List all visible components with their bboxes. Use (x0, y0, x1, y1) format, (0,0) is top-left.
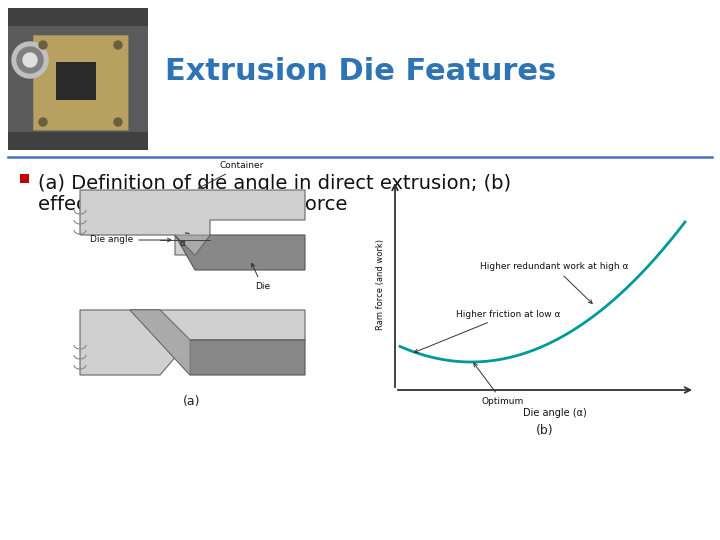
Bar (8, 8, 148, 150)
Circle shape (39, 41, 47, 49)
Polygon shape (175, 235, 210, 255)
Circle shape (12, 42, 48, 78)
Polygon shape (130, 310, 305, 375)
Text: α: α (179, 240, 185, 248)
Text: (a): (a) (184, 395, 201, 408)
Polygon shape (130, 310, 190, 375)
Bar (8, 8, 148, 26)
Bar (33, 35, 128, 130)
Bar (20, 174, 29, 183)
Polygon shape (80, 310, 305, 375)
Text: Container: Container (199, 161, 264, 188)
Circle shape (114, 41, 122, 49)
Text: Extrusion Die Features: Extrusion Die Features (165, 57, 557, 86)
Text: Die: Die (251, 264, 270, 291)
Circle shape (23, 53, 37, 67)
Text: Optimum: Optimum (474, 363, 523, 406)
Text: (a) Definition of die angle in direct extrusion; (b): (a) Definition of die angle in direct ex… (38, 174, 511, 193)
Text: Higher redundant work at high α: Higher redundant work at high α (480, 262, 629, 303)
Circle shape (114, 118, 122, 126)
Polygon shape (80, 190, 305, 255)
Text: Die angle (α): Die angle (α) (523, 408, 587, 418)
Circle shape (39, 118, 47, 126)
Bar (8, 132, 148, 150)
Polygon shape (175, 235, 305, 270)
Bar (56, 62, 96, 100)
Text: effect of die angle on ram force: effect of die angle on ram force (38, 195, 347, 214)
Circle shape (17, 47, 43, 73)
Bar (33, 35, 128, 130)
Text: Ram force (and work): Ram force (and work) (377, 240, 385, 330)
Text: (b): (b) (536, 424, 554, 437)
Text: Higher friction at low α: Higher friction at low α (414, 310, 560, 353)
Text: Die angle: Die angle (90, 235, 171, 245)
